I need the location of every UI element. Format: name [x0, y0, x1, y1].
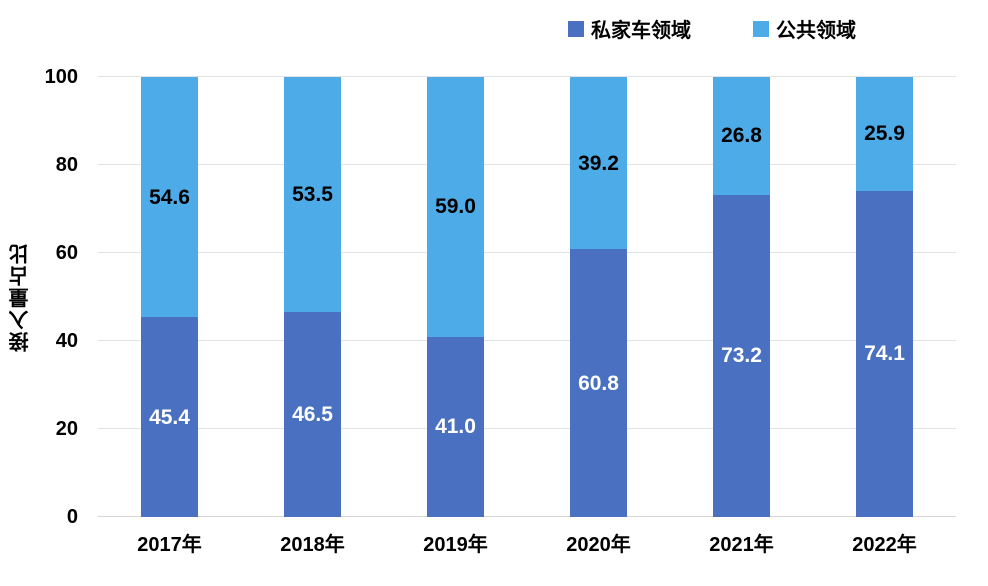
bar-value-label: 26.8: [721, 124, 762, 148]
legend-label: 公共领域: [776, 20, 856, 42]
y-axis-title: 接入量占比: [10, 242, 32, 352]
bar-value-label: 25.9: [864, 122, 905, 146]
bar-segment: 73.2: [713, 194, 770, 517]
bar-stack-2020年: 60.8 39.2: [570, 77, 627, 517]
bar-value-label: 73.2: [721, 344, 762, 368]
bar-value-label: 54.6: [149, 185, 190, 209]
bar-value-label: 41.0: [435, 415, 476, 439]
legend-swatch-icon: [753, 20, 769, 37]
bar-segment: 74.1: [856, 190, 913, 517]
legend-label: 私家车领域: [591, 20, 691, 42]
bar-value-label: 46.5: [292, 403, 333, 427]
bar-slot-2017年: 45.4 54.6: [98, 77, 241, 517]
bar-segment: 26.8: [713, 77, 770, 195]
bar-stack-2019年: 41.0 59.0: [427, 77, 484, 517]
gridline-0: [98, 516, 956, 517]
y-tick-label-20: 20: [55, 418, 78, 440]
legend-item-1: 公共领域: [753, 14, 856, 43]
x-tick-label-2018年: 2018年: [280, 534, 345, 556]
y-tick-label-0: 0: [66, 506, 78, 528]
legend-item-0: 私家车领域: [568, 14, 691, 43]
bar-segment: 46.5: [284, 312, 341, 517]
x-tick-label-2021年: 2021年: [709, 534, 774, 556]
bar-value-label: 53.5: [292, 183, 333, 207]
gridline-20: [98, 428, 956, 429]
bar-value-label: 74.1: [864, 342, 905, 366]
bar-slot-2019年: 41.0 59.0: [384, 77, 527, 517]
legend-swatch-icon: [568, 20, 584, 37]
x-tick-label-2019年: 2019年: [423, 534, 488, 556]
bar-segment: 53.5: [284, 77, 341, 313]
gridline-40: [98, 340, 956, 341]
gridline-100: [98, 76, 956, 77]
bar-stack-2022年: 74.1 25.9: [856, 77, 913, 517]
bar-value-label: 39.2: [578, 151, 619, 175]
bar-stack-2017年: 45.4 54.6: [141, 77, 198, 517]
x-axis-tick-labels: 2017年 2018年 2019年 2020年 2021年 2022年: [98, 528, 956, 557]
gridline-80: [98, 164, 956, 165]
bar-segment: 60.8: [570, 249, 627, 517]
bar-segment: 39.2: [570, 77, 627, 250]
y-tick-label-80: 80: [55, 154, 78, 176]
x-tick-label-2017年: 2017年: [137, 534, 202, 556]
bar-segment: 25.9: [856, 77, 913, 191]
bar-segment: 59.0: [427, 77, 484, 337]
bar-value-label: 59.0: [435, 195, 476, 219]
bars-container: 45.4 54.6 46.5 53.5 41.0 59.0 60.8 39.2 73.2 26.8…: [98, 77, 956, 517]
chart-legend: 私家车领域 公共领域: [568, 14, 856, 43]
y-tick-label-100: 100: [44, 66, 78, 88]
x-tick-label-2020年: 2020年: [566, 534, 631, 556]
y-tick-label-40: 40: [55, 330, 78, 352]
gridline-60: [98, 252, 956, 253]
bar-value-label: 60.8: [578, 371, 619, 395]
bar-stack-2021年: 73.2 26.8: [713, 77, 770, 517]
plot-area: 45.4 54.6 46.5 53.5 41.0 59.0 60.8 39.2 73.2 26.8…: [98, 76, 956, 517]
bar-slot-2022年: 74.1 25.9: [813, 77, 956, 517]
bar-slot-2020年: 60.8 39.2: [527, 77, 670, 517]
bar-value-label: 45.4: [149, 405, 190, 429]
x-tick-label-2022年: 2022年: [852, 534, 917, 556]
bar-segment: 45.4: [141, 317, 198, 517]
bar-slot-2021年: 73.2 26.8: [670, 77, 813, 517]
y-tick-label-60: 60: [55, 242, 78, 264]
bar-segment: 54.6: [141, 77, 198, 318]
bar-slot-2018年: 46.5 53.5: [241, 77, 384, 517]
bar-stack-2018年: 46.5 53.5: [284, 77, 341, 517]
bar-segment: 41.0: [427, 336, 484, 517]
